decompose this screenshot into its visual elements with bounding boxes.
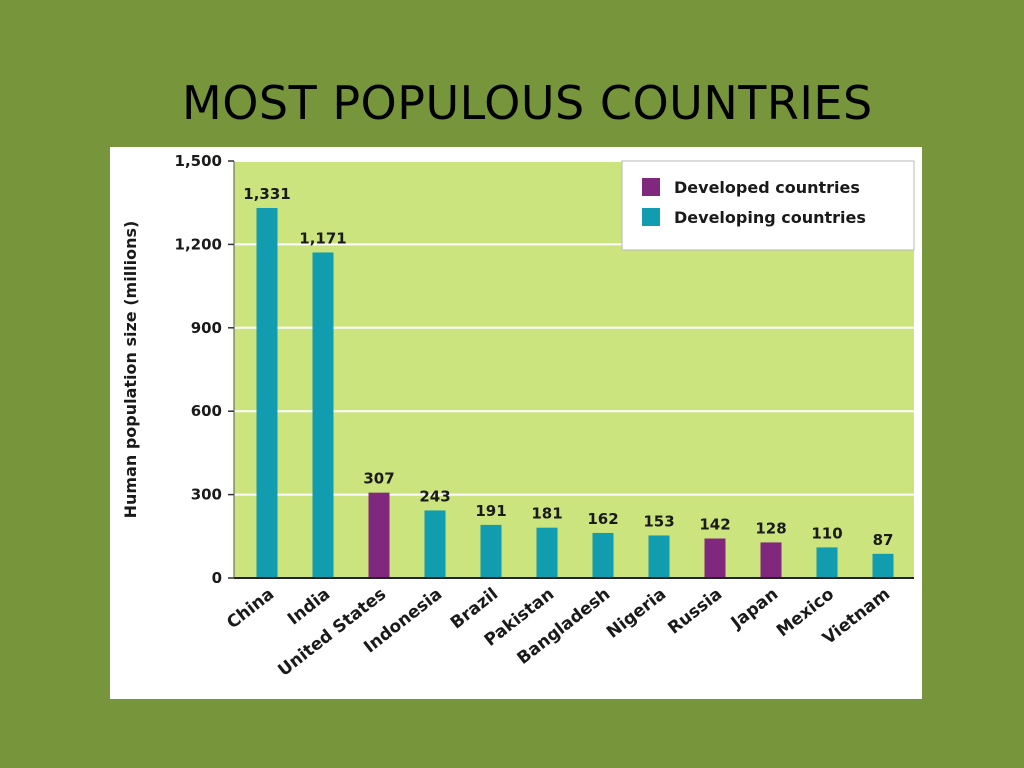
legend-label-developing: Developing countries — [674, 208, 866, 227]
y-tick-label: 0 — [212, 569, 222, 587]
bar-united-states — [368, 492, 390, 578]
x-tick-label-russia: Russia — [664, 584, 726, 638]
legend-swatch-developing — [642, 208, 660, 226]
y-tick-label: 900 — [191, 319, 222, 337]
value-label-japan: 128 — [755, 519, 786, 537]
x-tick-label-china: China — [223, 584, 278, 633]
value-label-russia: 142 — [699, 516, 730, 534]
slide-title: MOST POPULOUS COUNTRIES — [182, 76, 873, 130]
bar-vietnam — [872, 553, 894, 578]
y-axis-label: Human population size (millions) — [121, 221, 140, 519]
legend-box — [621, 160, 915, 251]
legend-swatch-developed — [642, 178, 660, 196]
value-label-india: 1,171 — [299, 229, 346, 247]
bar-bangladesh — [592, 532, 614, 578]
bar-india — [312, 252, 334, 578]
x-tick-label-nigeria: Nigeria — [603, 584, 670, 643]
value-label-pakistan: 181 — [531, 505, 562, 523]
bar-mexico — [816, 547, 838, 578]
y-tick-label: 1,500 — [175, 152, 222, 170]
value-label-indonesia: 243 — [419, 487, 450, 505]
chart-panel: 1,331 1,171 307 243 191 181 162 153 142 128 110 87 … — [110, 147, 922, 699]
value-label-mexico: 110 — [811, 524, 842, 542]
bars — [256, 207, 894, 578]
value-label-bangladesh: 162 — [587, 510, 618, 528]
value-labels: 1,331 1,171 307 243 191 181 162 153 142 128 110 87 — [243, 185, 893, 549]
legend: Developed countries Developing countries — [621, 160, 915, 251]
legend-label-developed: Developed countries — [674, 178, 860, 197]
value-label-vietnam: 87 — [873, 531, 894, 549]
bar-indonesia — [424, 510, 446, 578]
y-tick-label: 300 — [191, 486, 222, 504]
value-label-brazil: 191 — [475, 502, 506, 520]
y-tick-label: 600 — [191, 402, 222, 420]
bar-japan — [760, 542, 782, 578]
gridlines — [234, 160, 914, 496]
x-tick-label-india: India — [284, 584, 334, 629]
y-axis-ticks: 0 300 600 900 1,200 1,500 — [175, 152, 234, 587]
bar-nigeria — [648, 535, 670, 578]
y-tick-label: 1,200 — [175, 235, 222, 253]
bar-russia — [704, 538, 726, 578]
bar-brazil — [480, 524, 502, 578]
bar-china — [256, 207, 278, 578]
value-label-united-states: 307 — [363, 470, 394, 488]
value-label-china: 1,331 — [243, 185, 290, 203]
value-label-nigeria: 153 — [643, 512, 674, 530]
bar-pakistan — [536, 527, 558, 578]
